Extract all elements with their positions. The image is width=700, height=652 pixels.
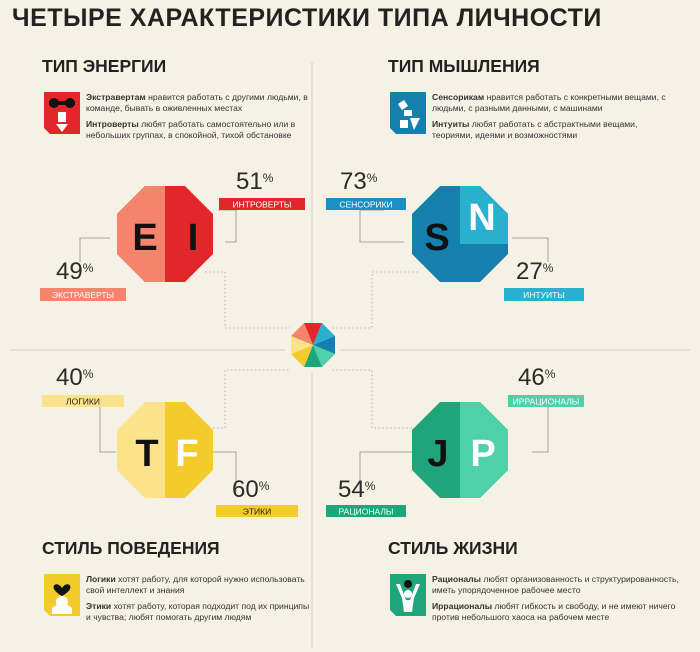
pct-sensors: 73% <box>340 168 377 196</box>
pct-sign: % <box>82 367 94 381</box>
logic-ethics-icon <box>44 574 80 616</box>
leader-extraverts <box>79 237 110 262</box>
octagon-thinking <box>412 186 508 282</box>
description-life: Рационалы любят организованность и струк… <box>432 574 694 628</box>
bar-labels: ИНТРОВЕРТЫ ЭКСТРАВЕРТЫ СЕНСОРИКИ ИНТУИТЫ… <box>52 200 579 517</box>
label-extraverts: ЭКСТРАВЕРТЫ <box>52 290 114 300</box>
label-irrationals: ИРРАЦИОНАЛЫ <box>513 397 580 407</box>
description-thinking: Сенсорикам нравится работать с конкретны… <box>432 92 677 146</box>
pct-sensors-value: 73 <box>340 168 367 195</box>
bar-ethics <box>216 505 298 517</box>
leader-rationals <box>359 451 418 492</box>
leader-sensors <box>359 209 404 243</box>
pct-intuits: 27% <box>516 258 553 286</box>
pct-rationals-value: 54 <box>338 476 365 503</box>
bar-introverts <box>219 198 305 210</box>
label-introverts: ИНТРОВЕРТЫ <box>233 200 292 210</box>
octagon-behavior <box>117 402 213 498</box>
pct-extraverts-value: 49 <box>56 258 83 285</box>
pct-logics-value: 40 <box>56 364 83 391</box>
letter-e: E <box>132 217 157 259</box>
label-ethics: ЭТИКИ <box>243 507 271 517</box>
connector-energy <box>205 271 290 329</box>
term-rationals: Рационалы <box>432 574 481 584</box>
text-sensors: нравится работать с конкретными вещами, … <box>432 92 666 113</box>
text-logics: хотят работу, для которой нужно использо… <box>86 574 305 595</box>
pct-introverts: 51% <box>236 168 273 196</box>
pct-logics: 40% <box>56 364 93 392</box>
pct-irrationals-value: 46 <box>518 364 545 391</box>
bar-sensors <box>326 198 406 210</box>
extrovert-introvert-icon <box>44 92 80 134</box>
connector-life <box>330 369 420 429</box>
bar-rationals <box>326 505 406 517</box>
label-rationals: РАЦИОНАЛЫ <box>339 507 394 517</box>
pct-ethics-value: 60 <box>232 476 259 503</box>
section-title-behavior: СТИЛЬ ПОВЕДЕНИЯ <box>42 538 220 558</box>
pct-intuits-value: 27 <box>516 258 543 285</box>
text-introverts: любят работать самостоятельно или в небо… <box>86 119 296 140</box>
letter-f: F <box>175 433 198 475</box>
text-irrationals: любят гибкость и свободу, и не имеют нич… <box>432 601 676 622</box>
sensor-intuit-icon <box>390 92 426 134</box>
octagon-energy <box>117 186 213 282</box>
pct-sign: % <box>262 171 274 185</box>
leader-irrationals <box>522 401 549 453</box>
color-wheel-icon <box>291 323 335 367</box>
letter-n: N <box>468 197 495 239</box>
rational-irrational-icon <box>390 574 426 616</box>
term-sensors: Сенсорикам <box>432 92 485 102</box>
pct-ethics: 60% <box>232 476 269 504</box>
description-behavior: Логики хотят работу, для которой нужно и… <box>86 574 311 628</box>
pct-sign: % <box>544 367 556 381</box>
octagon-life <box>412 402 508 498</box>
letter-j: J <box>427 433 448 475</box>
leader-intuits <box>512 237 549 262</box>
page-title: ЧЕТЫРЕ ХАРАКТЕРИСТИКИ ТИПА ЛИЧНОСТИ <box>12 4 602 32</box>
section-title-life: СТИЛЬ ЖИЗНИ <box>388 538 518 558</box>
description-energy: Экстравертам нравится работать с другими… <box>86 92 308 146</box>
bar-extraverts <box>40 288 126 301</box>
connector-thinking <box>330 271 418 329</box>
term-extraverts: Экстравертам <box>86 92 146 102</box>
letter-s: S <box>424 217 449 259</box>
connector-behavior <box>205 369 290 429</box>
section-title-energy: ТИП ЭНЕРГИИ <box>42 56 167 76</box>
text-extraverts: нравится работать с другими людьми, в ко… <box>86 92 308 113</box>
section-title-thinking: ТИП МЫШЛЕНИЯ <box>388 56 540 76</box>
text-rationals: любят организованность и структурированн… <box>432 574 679 595</box>
term-introverts: Интроверты <box>86 119 139 130</box>
text-ethics: хотят работу, которая подходит под их пр… <box>86 601 310 622</box>
term-intuits: Интуиты <box>432 119 470 130</box>
letter-i: I <box>188 217 199 259</box>
bar-irrationals <box>508 395 584 407</box>
pct-sign: % <box>364 479 376 493</box>
pct-sign: % <box>258 479 270 493</box>
text-intuits: любят работать с абстрактными вещами, те… <box>432 119 638 140</box>
label-intuits: ИНТУИТЫ <box>523 290 565 300</box>
term-logics: Логики <box>86 574 116 584</box>
term-irrationals: Иррационалы <box>432 601 493 612</box>
pct-introverts-value: 51 <box>236 168 263 195</box>
pct-irrationals: 46% <box>518 364 555 392</box>
pct-sign: % <box>82 261 94 275</box>
bar-intuits <box>504 288 584 301</box>
connectors <box>205 271 420 429</box>
letter-p: P <box>470 433 495 475</box>
pct-extraverts: 49% <box>56 258 93 286</box>
letters: E I S N T F J P <box>132 197 495 475</box>
leader-ethics <box>208 451 237 492</box>
leader-introverts <box>218 209 237 243</box>
pct-sign: % <box>366 171 378 185</box>
bar-logics <box>42 395 124 407</box>
pct-sign: % <box>542 261 554 275</box>
term-ethics: Этики <box>86 601 112 612</box>
label-sensors: СЕНСОРИКИ <box>339 200 392 210</box>
letter-t: T <box>135 433 158 475</box>
label-logics: ЛОГИКИ <box>66 397 100 407</box>
pct-rationals: 54% <box>338 476 375 504</box>
